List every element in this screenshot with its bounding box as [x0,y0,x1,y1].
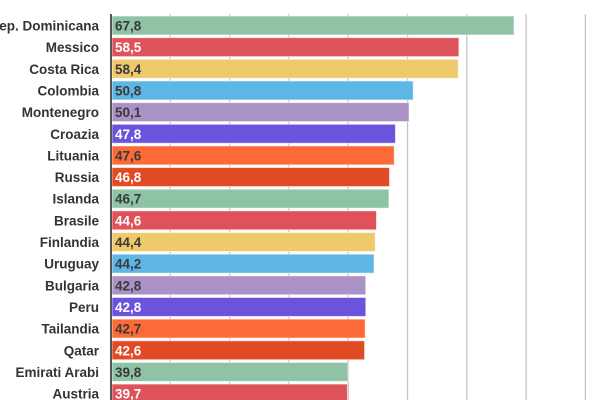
value-label: 58,4 [115,62,142,77]
value-label: 42,6 [115,343,142,358]
category-label: Bulgaria [45,278,100,293]
category-label: Lituania [47,148,99,163]
bar [111,383,348,400]
category-label: Costa Rica [29,62,99,77]
value-label: 42,7 [115,322,141,337]
category-label: Qatar [64,343,100,358]
bar [111,123,396,144]
bar [111,167,391,188]
value-label: 47,6 [115,148,142,163]
bar [111,15,515,36]
value-label: 67,8 [115,19,142,34]
category-label: Croazia [50,127,99,142]
value-label: 50,1 [115,105,142,120]
category-label: Peru [69,300,99,315]
bar [111,340,366,361]
bar [111,253,375,274]
bar [111,318,366,339]
bar [111,102,410,123]
category-label: Uruguay [44,257,99,272]
value-label: 58,5 [115,40,142,55]
value-label: 39,8 [115,365,142,380]
category-label: Russia [55,170,100,185]
value-label: 44,4 [115,235,142,250]
bar [111,275,367,296]
bar [111,80,414,101]
category-label: Austria [52,387,99,400]
category-label: Colombia [37,83,99,98]
category-label: Islanda [52,192,99,207]
category-label: Rep. Dominicana [0,19,99,34]
bar [111,58,459,79]
category-label: Emirati Arabi [15,365,99,380]
bar [111,145,395,166]
value-label: 44,2 [115,257,141,272]
value-label: 44,6 [115,213,142,228]
category-label: Finlandia [40,235,100,250]
bar [111,188,390,209]
value-label: 47,8 [115,127,142,142]
category-label: Brasile [54,213,100,228]
value-label: 50,8 [115,83,142,98]
value-label: 46,8 [115,170,142,185]
bar [111,232,376,252]
value-label: 42,8 [115,300,142,315]
bar [111,296,367,317]
category-label: Montenegro [22,105,99,120]
bar [111,361,349,382]
value-label: 42,8 [115,278,142,293]
category-label: Tailandia [41,322,99,337]
bar [111,210,377,231]
value-label: 39,7 [115,387,141,400]
category-label: Messico [46,40,99,55]
bar [111,37,460,58]
value-label: 46,7 [115,192,141,207]
